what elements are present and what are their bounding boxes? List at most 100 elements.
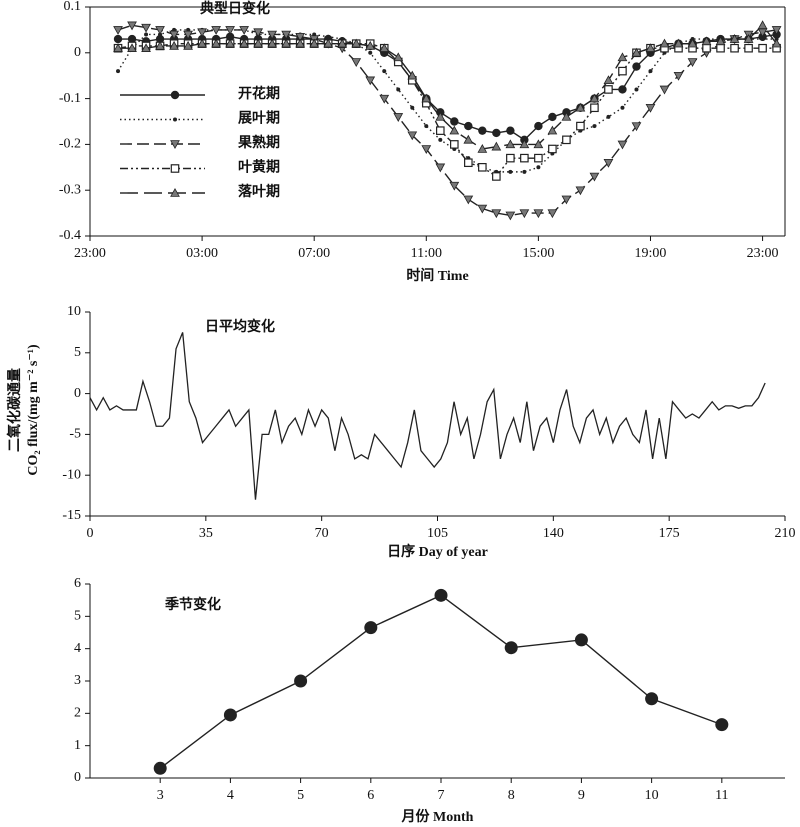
marker <box>491 209 502 219</box>
marker <box>576 121 585 131</box>
series-line <box>117 42 777 178</box>
legend-label: 果熟期 <box>237 134 280 151</box>
x-tick-label: 0 <box>87 526 94 541</box>
marker <box>575 102 586 112</box>
y-axis-label: 二氧化碳通量 <box>6 368 23 452</box>
marker <box>702 43 711 53</box>
marker <box>491 141 502 151</box>
marker <box>183 40 193 50</box>
marker <box>505 139 516 149</box>
marker <box>449 125 460 135</box>
x-tick-label: 105 <box>427 526 448 541</box>
marker <box>253 38 264 48</box>
marker <box>464 121 473 131</box>
marker <box>547 125 558 135</box>
marker <box>379 43 390 52</box>
marker <box>365 76 376 86</box>
marker <box>127 21 137 31</box>
marker <box>281 30 292 40</box>
marker <box>673 71 684 81</box>
marker <box>337 38 348 48</box>
marker <box>508 169 513 174</box>
x-axis-label: 月份 Month <box>401 808 474 825</box>
marker <box>506 153 515 163</box>
marker <box>561 111 572 121</box>
marker <box>716 43 725 53</box>
marker <box>505 211 516 221</box>
x-tick-label: 11:00 <box>411 246 442 261</box>
marker <box>393 52 404 62</box>
marker <box>715 36 726 46</box>
y-tick-label: 4 <box>74 641 81 656</box>
marker <box>450 140 459 149</box>
marker <box>351 38 362 48</box>
marker <box>421 145 432 155</box>
x-tick-label: 140 <box>543 526 564 541</box>
y-tick-label: -5 <box>69 427 81 442</box>
marker <box>211 38 221 48</box>
marker <box>757 20 768 30</box>
marker <box>520 153 529 163</box>
marker <box>478 163 487 172</box>
marker <box>295 38 306 48</box>
legend-marker <box>173 117 177 122</box>
marker <box>701 36 712 46</box>
legend-label: 开花期 <box>238 85 280 102</box>
marker <box>294 674 308 688</box>
marker <box>492 172 501 181</box>
x-tick-label: 210 <box>775 526 796 541</box>
marker <box>603 158 614 168</box>
marker <box>435 163 446 173</box>
marker <box>450 117 459 126</box>
y-tick-label: 5 <box>74 609 81 624</box>
marker <box>519 209 530 219</box>
marker <box>477 143 488 153</box>
marker <box>211 26 221 35</box>
y-tick-label: -0.4 <box>59 228 81 243</box>
marker <box>631 122 642 132</box>
legend-marker <box>170 187 180 197</box>
marker <box>225 32 235 41</box>
marker <box>758 43 767 53</box>
marker <box>617 140 628 150</box>
marker <box>225 38 236 48</box>
marker <box>645 43 656 52</box>
marker <box>589 172 600 182</box>
y-tick-label: 1 <box>74 738 81 753</box>
marker <box>434 588 448 602</box>
marker <box>407 131 418 141</box>
marker <box>589 93 600 103</box>
marker <box>575 186 586 196</box>
marker <box>771 38 782 48</box>
y-tick-label: 10 <box>67 304 81 319</box>
marker <box>744 43 753 53</box>
x-tick-label: 70 <box>315 526 329 541</box>
marker <box>141 43 151 52</box>
marker <box>620 105 625 110</box>
marker <box>155 26 165 35</box>
marker <box>169 40 179 50</box>
marker <box>436 126 445 135</box>
legend-label: 叶黄期 <box>238 159 280 176</box>
marker <box>659 85 670 95</box>
marker <box>463 195 474 205</box>
marker <box>144 32 149 37</box>
marker <box>410 105 415 110</box>
marker <box>382 69 387 74</box>
marker <box>606 114 611 119</box>
marker <box>281 38 292 48</box>
marker <box>267 38 278 48</box>
marker <box>533 209 544 219</box>
marker <box>438 137 443 142</box>
marker <box>506 126 515 135</box>
marker <box>645 692 659 706</box>
y-tick-label: -0.3 <box>59 182 81 197</box>
x-tick-label: 19:00 <box>635 246 667 261</box>
marker <box>396 87 401 92</box>
x-tick-label: 23:00 <box>747 246 779 261</box>
series-line <box>117 24 777 217</box>
marker <box>504 641 518 655</box>
x-tick-label: 10 <box>645 788 659 803</box>
x-tick-label: 3 <box>157 788 164 803</box>
marker <box>771 26 782 35</box>
